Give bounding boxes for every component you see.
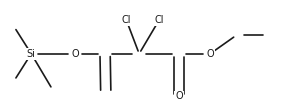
Text: O: O — [72, 49, 79, 59]
Text: Cl: Cl — [154, 15, 164, 25]
Text: Si: Si — [27, 49, 36, 59]
Text: O: O — [206, 49, 214, 59]
Text: O: O — [175, 91, 183, 101]
Text: Cl: Cl — [122, 15, 131, 25]
